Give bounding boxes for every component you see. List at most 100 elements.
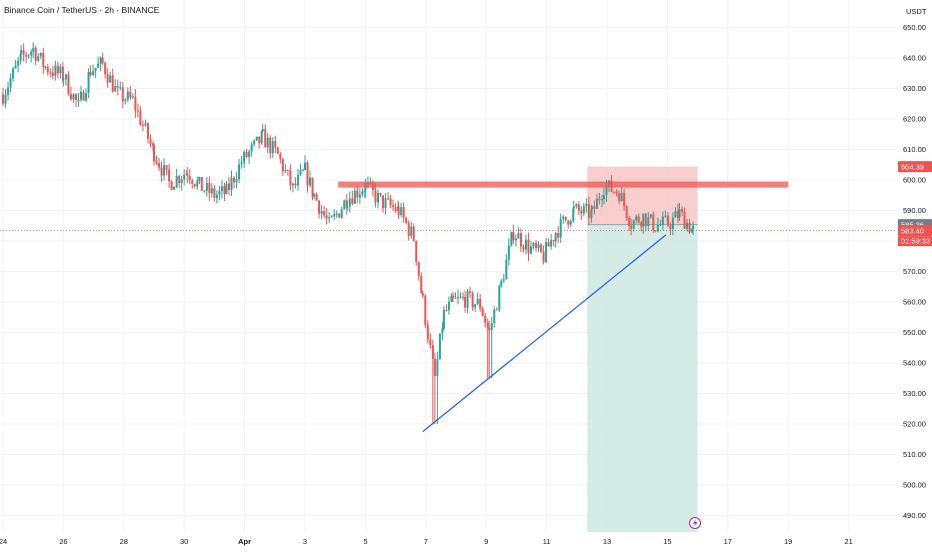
candle-body xyxy=(146,123,149,139)
candle-body xyxy=(32,47,35,52)
candle-body xyxy=(420,275,423,294)
candle-body xyxy=(233,177,236,183)
time-axis[interactable]: 24 26 28 30 Apr 3 5 7 9 11 13 15 17 19 21 xyxy=(0,537,853,546)
candle-body xyxy=(335,213,338,215)
candle-body xyxy=(309,177,312,186)
candle-body xyxy=(405,217,408,223)
x-tick-label: 24 xyxy=(0,537,7,546)
candle-body xyxy=(514,238,517,241)
candlesticks xyxy=(2,42,695,424)
candle-body xyxy=(69,94,72,100)
candle-body xyxy=(230,177,233,190)
candle-body xyxy=(44,66,47,68)
candle-body xyxy=(320,211,323,214)
candle-body xyxy=(238,164,241,180)
entry-price-tag: 585.36 xyxy=(901,220,924,229)
candle-body xyxy=(281,159,284,172)
candle-body xyxy=(227,183,230,190)
candle-body xyxy=(505,259,508,280)
candle-body xyxy=(39,52,42,57)
candle-body xyxy=(200,177,203,192)
resistance-zone[interactable] xyxy=(338,181,789,188)
candle-body xyxy=(325,215,328,219)
candle-body xyxy=(644,213,647,227)
candle-body xyxy=(99,57,102,64)
candle-body xyxy=(447,301,450,311)
candle-body xyxy=(394,207,397,212)
candle-body xyxy=(680,209,683,212)
drawings[interactable] xyxy=(0,181,897,529)
candle-body xyxy=(170,181,173,190)
candle-body xyxy=(488,327,491,331)
candle-body xyxy=(220,186,223,191)
candle-body xyxy=(412,226,415,241)
y-tick-label: 560.00 xyxy=(903,298,926,307)
candle-body xyxy=(572,208,575,222)
candle-body xyxy=(527,239,530,254)
candle-body xyxy=(153,145,155,162)
stop-price-tag-bg xyxy=(898,161,932,173)
candle-body xyxy=(77,99,80,101)
candle-body xyxy=(542,251,545,263)
lightning-circle-icon[interactable] xyxy=(689,517,701,529)
candle-body xyxy=(431,345,434,359)
candle-body xyxy=(97,63,100,68)
candle-body xyxy=(87,71,90,94)
candle-body xyxy=(384,198,387,209)
candle-body xyxy=(49,72,52,74)
candle-body xyxy=(426,324,429,340)
support-trendline[interactable] xyxy=(422,234,667,433)
candle-body xyxy=(279,153,282,160)
candle-body xyxy=(654,230,657,232)
candle-body xyxy=(600,199,603,201)
candle-body xyxy=(330,216,333,218)
candle-body xyxy=(632,220,635,229)
candle-body xyxy=(139,110,142,125)
candle-body xyxy=(436,358,439,376)
candle-body xyxy=(562,216,565,219)
price-axis[interactable]: 490.00 500.00 510.00 520.00 530.00 540.00 550.… xyxy=(903,23,926,520)
candle-body xyxy=(438,333,441,359)
candle-body xyxy=(476,298,479,305)
candle-body xyxy=(353,190,356,204)
candle-body xyxy=(338,213,341,218)
candle-body xyxy=(625,205,628,218)
candle-body xyxy=(550,240,553,247)
x-tick-label: 9 xyxy=(484,537,488,546)
candle-body xyxy=(424,295,427,325)
candle-body xyxy=(14,65,17,69)
candle-body xyxy=(524,239,527,250)
candle-body xyxy=(382,195,385,209)
y-tick-label: 610.00 xyxy=(903,145,926,154)
take-profit-zone xyxy=(587,224,698,533)
candle-body xyxy=(678,209,681,218)
candle-body xyxy=(450,295,453,302)
candle-body xyxy=(400,207,403,215)
candle-body xyxy=(683,211,686,229)
candle-body xyxy=(323,211,326,216)
candle-body xyxy=(605,186,608,196)
candle-body xyxy=(471,292,474,308)
current-price-tag-bg xyxy=(898,225,932,237)
candle-body xyxy=(111,75,114,92)
candle-body xyxy=(294,183,297,186)
candle-body xyxy=(484,316,487,323)
candle-body xyxy=(493,309,496,324)
candle-body xyxy=(421,293,424,296)
candle-body xyxy=(245,151,248,158)
candle-body xyxy=(348,198,351,207)
candle-body xyxy=(457,296,460,298)
candle-body xyxy=(240,162,243,165)
candle-body xyxy=(656,225,659,232)
symbol-title[interactable]: Binance Coin / TetherUS · 2h · BINANCE xyxy=(4,5,160,15)
candle-body xyxy=(27,55,30,57)
candle-body xyxy=(637,216,640,223)
candle-body xyxy=(593,206,596,209)
candle-body xyxy=(17,60,20,66)
candle-body xyxy=(255,136,258,141)
candle-body xyxy=(12,68,15,79)
stop-price-tag: 604.39 xyxy=(901,162,924,171)
candle-body xyxy=(346,206,349,209)
